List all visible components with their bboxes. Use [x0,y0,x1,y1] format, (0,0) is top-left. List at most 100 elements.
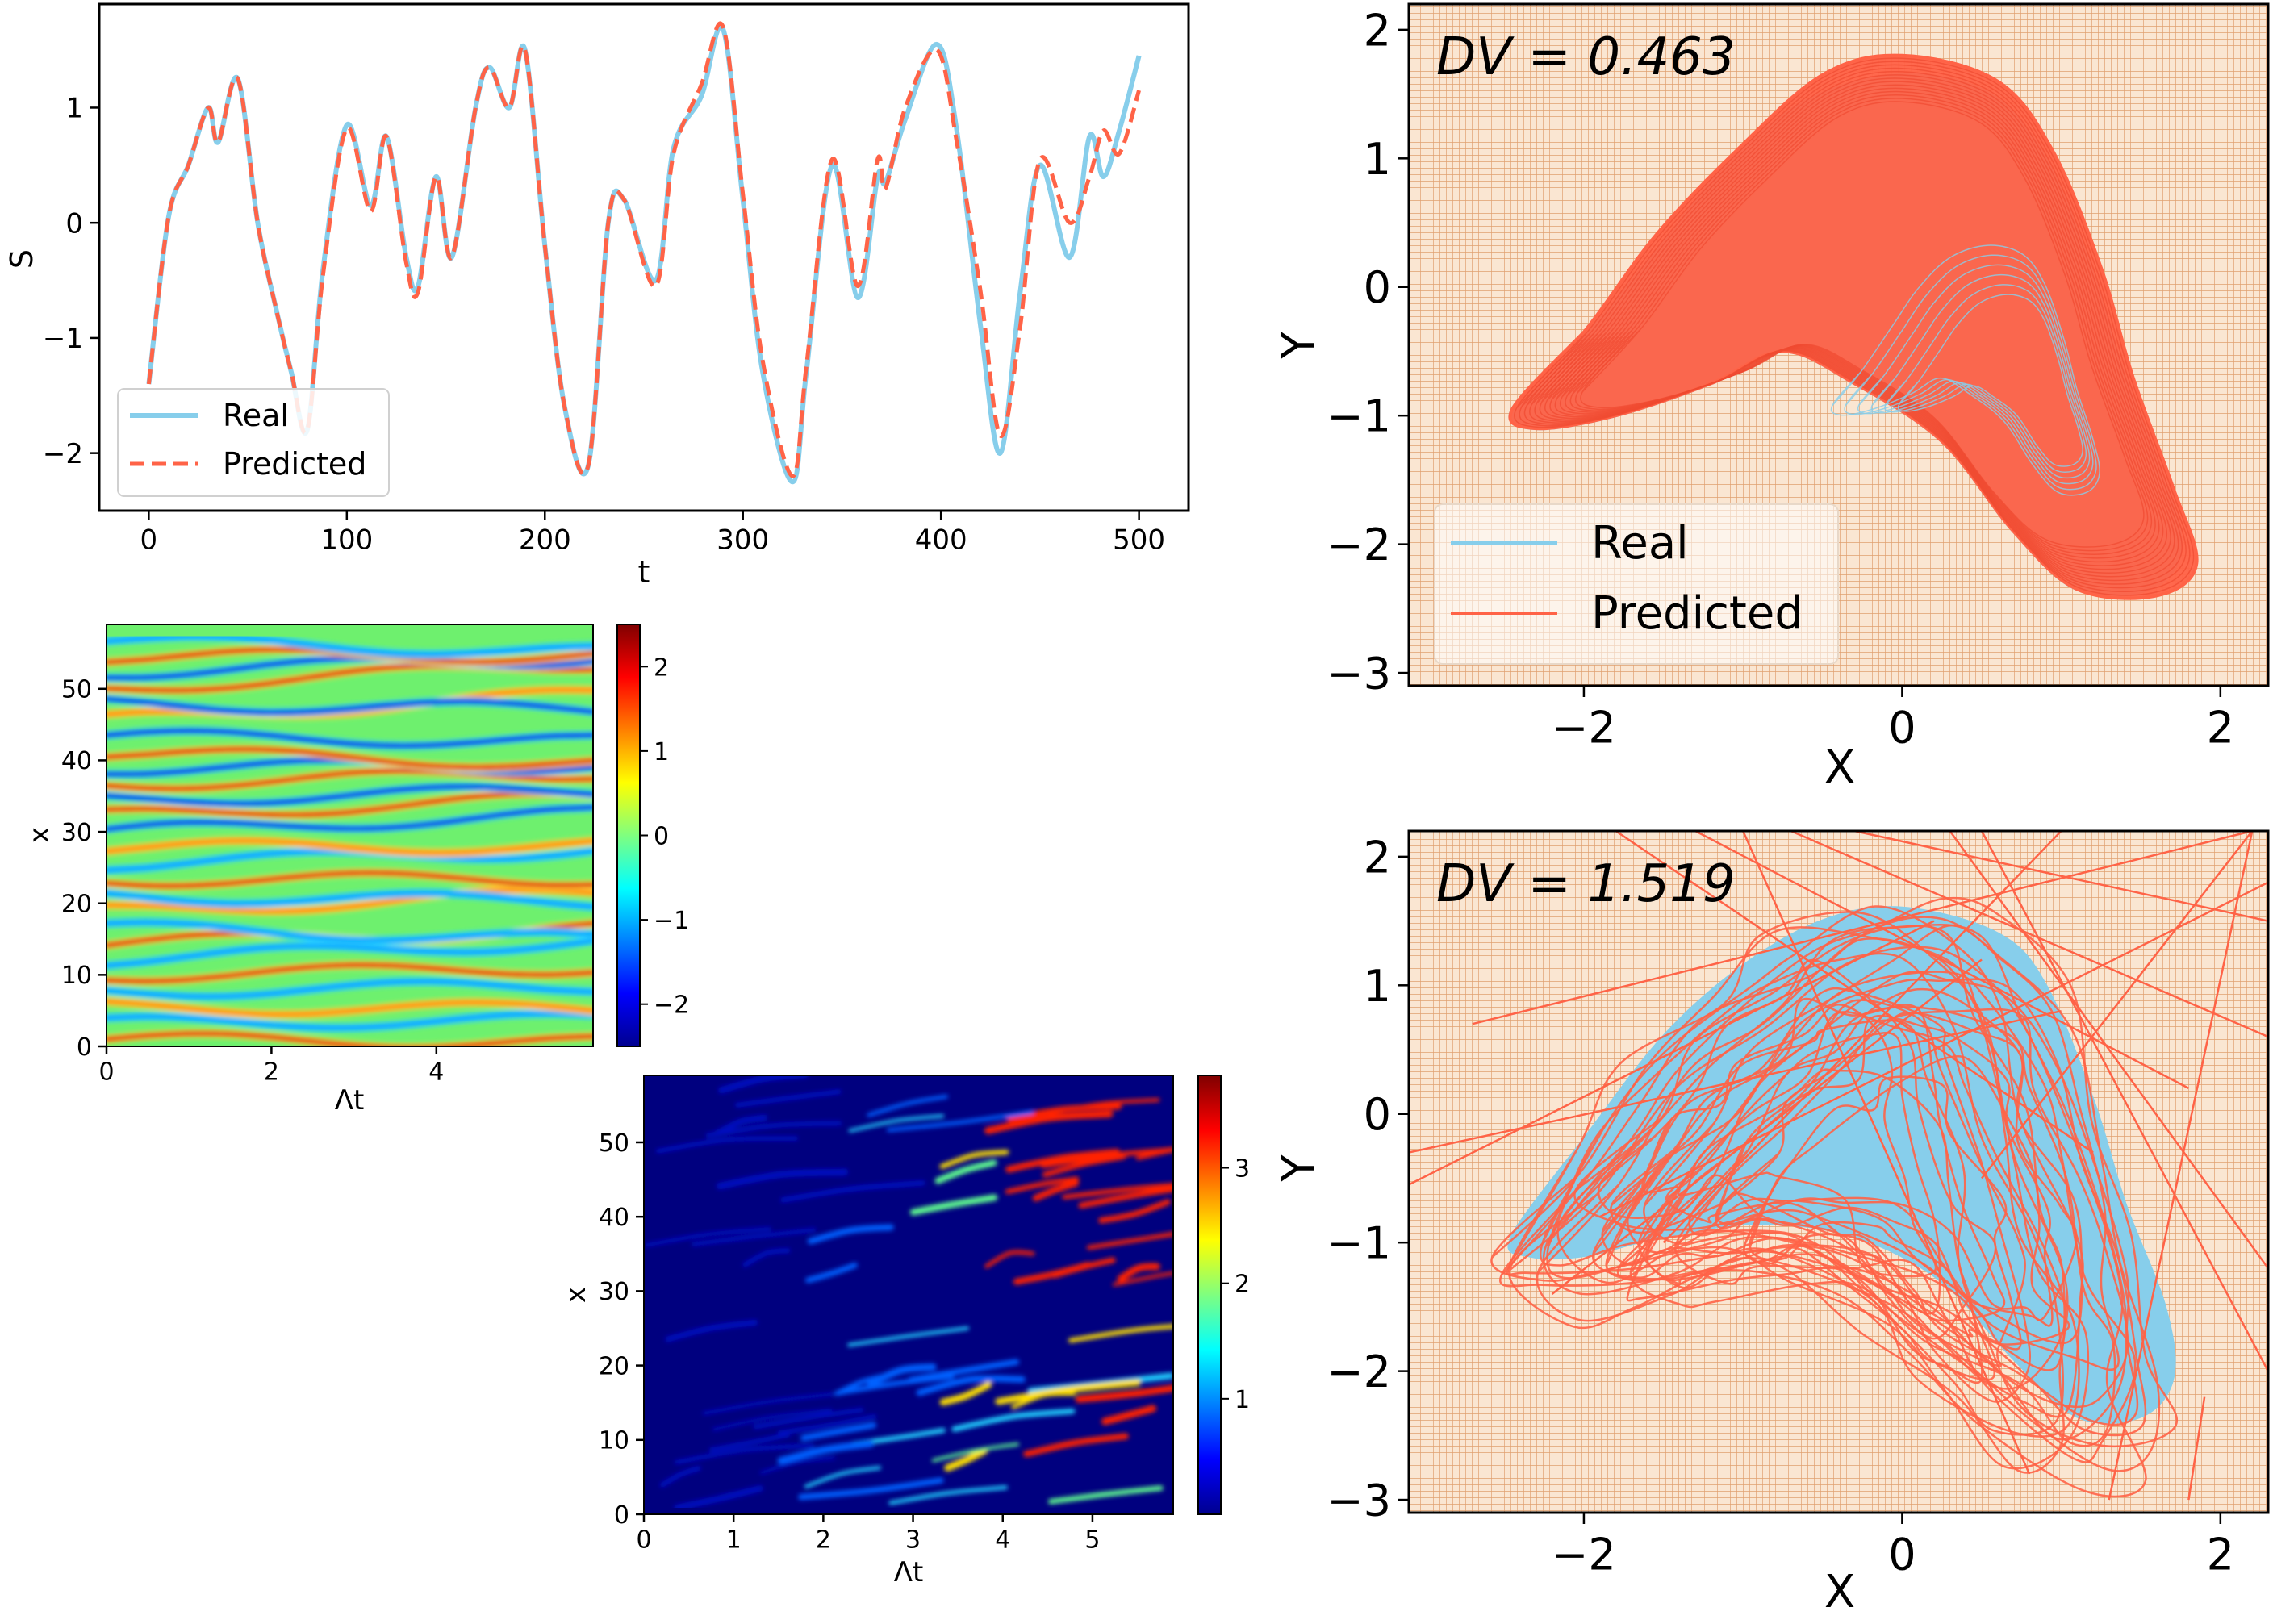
heatmap-field-band [107,687,593,718]
heatmap-error-streak [939,1381,992,1406]
heatmap-field-y-tick-label: 30 [61,819,92,847]
heatmap-error-streak [1048,1485,1164,1505]
timeseries-x-tick-label: 0 [140,524,158,557]
heatmap-field-band [107,999,593,1017]
heatmap-error-streak [1135,1147,1173,1160]
colorbar-tick-label: 2 [1235,1271,1250,1299]
predicted-trajectory-segment [2108,831,2254,1501]
colorbar-tick-label: 1 [654,738,669,766]
heatmap-field-band [107,920,593,943]
heatmap-error-streak [867,1363,937,1388]
heatmap-error-streak [718,1075,809,1094]
timeseries-x-tick-label: 500 [1113,524,1165,557]
predicted-trajectory-segment [2187,1396,2206,1501]
predicted-trajectory-segment [1742,831,2031,1475]
heatmap-error-streak [995,1379,1141,1405]
predicted-trajectory-segment [1949,831,2268,1269]
heatmap-field-x-tick-label: 0 [98,1058,114,1087]
heatmap-error-streak [1013,1262,1091,1285]
predicted-trajectory-segment [1980,831,2268,1372]
heatmap-field-x-tick-label: 4 [428,1058,444,1087]
predicted-trajectory-segment [1409,920,1935,1186]
real-trajectory-loop [1830,244,2100,496]
heatmap-error-streak [759,1455,836,1475]
phase-top-xlabel: X [1824,741,1855,794]
legend-label-predicted: Predicted [1591,587,1803,640]
timeseries-ylabel: S [4,249,40,269]
heatmap-error-y-tick-label: 30 [599,1278,629,1306]
heatmap-error-streak [1006,1104,1122,1122]
heatmap-error-streak [1011,1391,1076,1409]
phase-bottom-y-tick-label: −3 [1327,1475,1391,1526]
heatmap-error-streak [944,1447,988,1472]
phase-bottom-xlabel: X [1824,1566,1855,1618]
phase-top-frame [1407,2,2270,687]
timeseries-panel: 0 100 200 300 400 500 −2 −1 0 1 t S Real Predict… [4,2,1190,590]
phase-top-x-tick-label: 0 [1888,703,1916,754]
predicted-trajectory-loop [1637,1011,2066,1390]
phase-bottom-x-tick-label: 2 [2207,1530,2234,1580]
heatmap-error-streak [798,1477,944,1501]
phase-top-annotation: DV = 0.463 [1436,27,1736,87]
legend-label-predicted: Predicted [223,446,366,482]
phase-top-ylabel: Y [1272,331,1325,360]
phase-top-x-tick-label: −2 [1552,703,1616,754]
heatmap-field-colorbar-ticks: −2 −1 0 1 2 [640,653,689,1020]
heatmap-error-streak [777,1414,877,1435]
real-trajectory-loop [1844,254,2097,491]
heatmap-field-y-tick-label: 10 [61,962,92,990]
phase-top-x-ticks: −2 0 2 [1552,686,2234,754]
predicted-trajectory-segment [1615,831,2094,1154]
predicted-trajectory-loop [1508,946,2147,1498]
heatmap-error-streak [934,1159,997,1184]
phase-bottom-ylabel: Y [1272,1154,1325,1183]
heatmap-field-x-tick-label: 2 [264,1058,279,1087]
real-trajectory-loop [1857,264,2094,485]
phase-top-trajectories [1508,53,2199,600]
heatmap-field-band [107,1011,593,1031]
heatmap-error-streak [659,1465,701,1488]
heatmap-error-streak [804,1466,881,1488]
heatmap-error-streak [847,1326,970,1347]
timeseries-x-ticks: 0 100 200 300 400 500 [140,511,1165,557]
heatmap-error-streak [1078,1186,1173,1209]
heatmap-error-y-ticks: 0 10 20 30 40 50 [599,1129,644,1530]
heatmap-field-band [107,784,593,807]
heatmap-error-streak [674,1443,815,1465]
heatmap-error-streak [1068,1324,1173,1343]
heatmap-error-streak [939,1150,1009,1169]
phase-bottom-y-ticks: −3 −2 −1 0 1 2 [1327,832,1409,1526]
heatmap-error-streak [702,1392,835,1415]
timeseries-y-tick-label: 1 [65,93,83,125]
heatmap-field-band [107,696,593,716]
heatmap-error-colorbar-ticks: 1 2 3 [1221,1155,1250,1414]
heatmap-field-xlabel: Λt [335,1084,365,1117]
heatmap-error-streak [753,1407,864,1430]
phase-bottom-panel: DV = 1.519 −2 0 2 −3 −2 −1 0 1 2 X Y [1272,829,2270,1618]
real-trajectory-loop [1884,284,2087,473]
timeseries-y-ticks: −2 −1 0 1 [43,93,99,470]
heatmap-field-panel: 0 2 4 0 10 20 30 40 50 Λt x −2 −1 0 1 2 [23,624,689,1117]
predicted-trajectory-loop [1626,971,2137,1463]
legend-label-real: Real [1591,517,1689,570]
heatmap-error-panel: 0 1 2 3 4 5 0 10 20 30 40 50 Λt x 1 2 3 [560,1075,1250,1589]
heatmap-error-streak [1062,1183,1173,1200]
heatmap-field-band [107,655,593,681]
heatmap-field-y-ticks: 0 10 20 30 40 50 [61,676,107,1062]
heatmap-field-y-tick-label: 50 [61,676,92,704]
heatmap-error-y-tick-label: 10 [599,1427,629,1455]
heatmap-error-streak [1117,1263,1160,1283]
heatmap-field-band [107,938,593,968]
colorbar-tick-label: 1 [1235,1386,1250,1414]
phase-bottom-trajectories [1409,831,2268,1501]
heatmap-error-y-tick-label: 20 [599,1352,629,1380]
timeseries-legend: Real Predicted [117,388,390,497]
predicted-trajectory-segment [1551,958,1983,1295]
heatmap-error-streak [712,1409,833,1431]
heatmap-error-streak [909,1194,998,1216]
timeseries-frame [98,2,1190,512]
heatmap-field-band [107,768,593,791]
phase-top-legend: Real Predicted [1434,503,1839,665]
heatmap-error-streak [800,1422,877,1442]
heatmap-field-band [107,746,593,770]
